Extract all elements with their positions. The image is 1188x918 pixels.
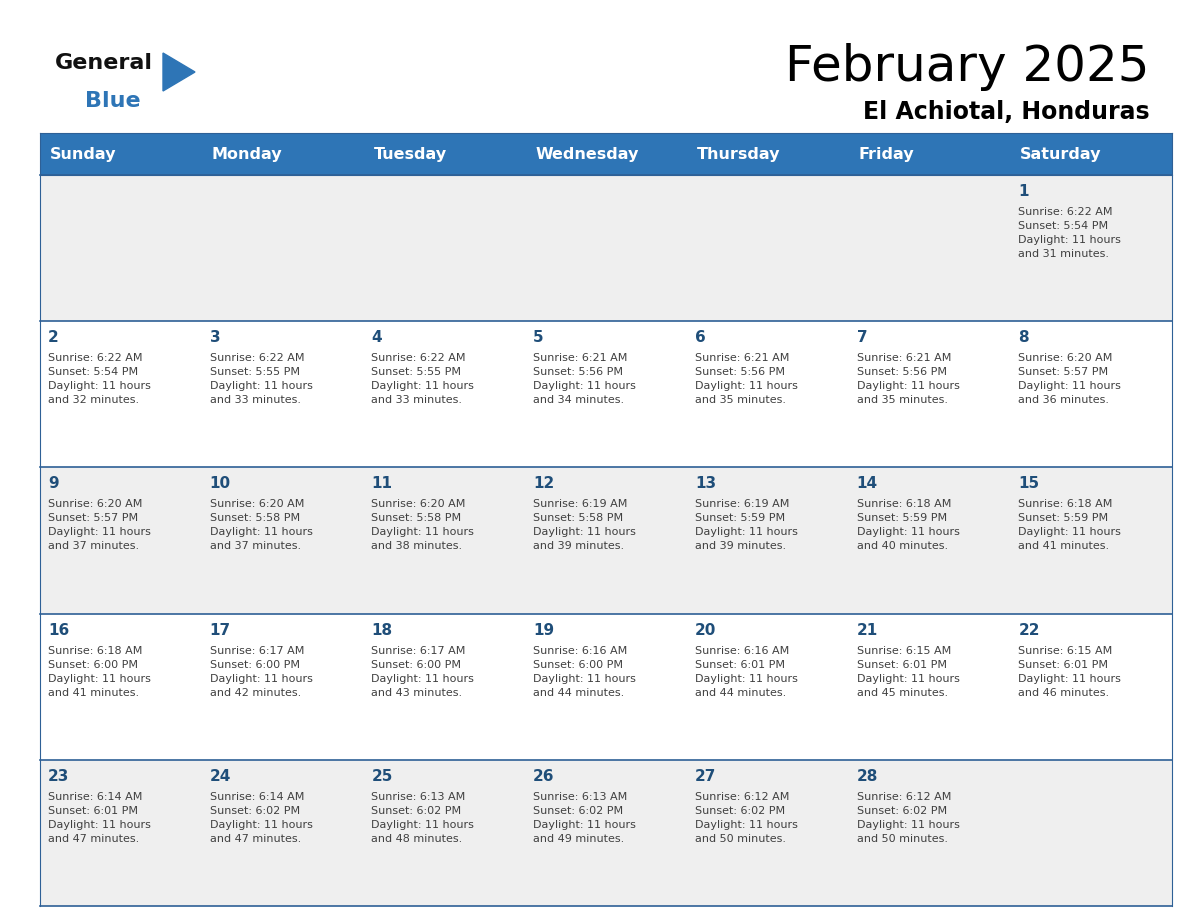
Text: February 2025: February 2025 [785,43,1150,91]
Bar [40,133,202,175]
Text: Sunrise: 6:21 AM
Sunset: 5:56 PM
Daylight: 11 hours
and 34 minutes.: Sunrise: 6:21 AM Sunset: 5:56 PM Dayligh… [533,353,636,405]
Text: 11: 11 [372,476,392,491]
Text: 21: 21 [857,622,878,638]
Text: Sunrise: 6:22 AM
Sunset: 5:54 PM
Daylight: 11 hours
and 32 minutes.: Sunrise: 6:22 AM Sunset: 5:54 PM Dayligh… [48,353,151,405]
Bar [1010,133,1173,175]
Text: 16: 16 [48,622,69,638]
Bar [40,175,1173,321]
Text: 9: 9 [48,476,58,491]
Text: Sunrise: 6:13 AM
Sunset: 6:02 PM
Daylight: 11 hours
and 49 minutes.: Sunrise: 6:13 AM Sunset: 6:02 PM Dayligh… [533,792,636,844]
Text: Sunrise: 6:12 AM
Sunset: 6:02 PM
Daylight: 11 hours
and 50 minutes.: Sunrise: 6:12 AM Sunset: 6:02 PM Dayligh… [857,792,960,844]
Text: 22: 22 [1018,622,1040,638]
Bar [40,321,1173,467]
Text: 14: 14 [857,476,878,491]
Text: 4: 4 [372,330,383,345]
Text: Sunrise: 6:16 AM
Sunset: 6:00 PM
Daylight: 11 hours
and 44 minutes.: Sunrise: 6:16 AM Sunset: 6:00 PM Dayligh… [533,645,636,698]
Text: Sunrise: 6:20 AM
Sunset: 5:57 PM
Daylight: 11 hours
and 36 minutes.: Sunrise: 6:20 AM Sunset: 5:57 PM Dayligh… [1018,353,1121,405]
Text: Sunrise: 6:22 AM
Sunset: 5:55 PM
Daylight: 11 hours
and 33 minutes.: Sunrise: 6:22 AM Sunset: 5:55 PM Dayligh… [210,353,312,405]
Text: Sunrise: 6:20 AM
Sunset: 5:58 PM
Daylight: 11 hours
and 38 minutes.: Sunrise: 6:20 AM Sunset: 5:58 PM Dayligh… [372,499,474,552]
Polygon shape [163,53,195,91]
Bar [848,133,1010,175]
Text: Sunrise: 6:14 AM
Sunset: 6:02 PM
Daylight: 11 hours
and 47 minutes.: Sunrise: 6:14 AM Sunset: 6:02 PM Dayligh… [210,792,312,844]
Text: 7: 7 [857,330,867,345]
Text: 10: 10 [210,476,230,491]
Text: Sunrise: 6:15 AM
Sunset: 6:01 PM
Daylight: 11 hours
and 46 minutes.: Sunrise: 6:15 AM Sunset: 6:01 PM Dayligh… [1018,645,1121,698]
Text: Sunrise: 6:22 AM
Sunset: 5:54 PM
Daylight: 11 hours
and 31 minutes.: Sunrise: 6:22 AM Sunset: 5:54 PM Dayligh… [1018,207,1121,259]
Text: Sunrise: 6:21 AM
Sunset: 5:56 PM
Daylight: 11 hours
and 35 minutes.: Sunrise: 6:21 AM Sunset: 5:56 PM Dayligh… [857,353,960,405]
Text: Sunrise: 6:18 AM
Sunset: 5:59 PM
Daylight: 11 hours
and 40 minutes.: Sunrise: 6:18 AM Sunset: 5:59 PM Dayligh… [857,499,960,552]
Text: 13: 13 [695,476,716,491]
Text: Sunrise: 6:13 AM
Sunset: 6:02 PM
Daylight: 11 hours
and 48 minutes.: Sunrise: 6:13 AM Sunset: 6:02 PM Dayligh… [372,792,474,844]
Text: Sunrise: 6:16 AM
Sunset: 6:01 PM
Daylight: 11 hours
and 44 minutes.: Sunrise: 6:16 AM Sunset: 6:01 PM Dayligh… [695,645,797,698]
Text: Monday: Monday [211,147,283,162]
Text: 17: 17 [210,622,230,638]
Text: Sunrise: 6:19 AM
Sunset: 5:58 PM
Daylight: 11 hours
and 39 minutes.: Sunrise: 6:19 AM Sunset: 5:58 PM Dayligh… [533,499,636,552]
Text: Sunrise: 6:20 AM
Sunset: 5:58 PM
Daylight: 11 hours
and 37 minutes.: Sunrise: 6:20 AM Sunset: 5:58 PM Dayligh… [210,499,312,552]
Bar [40,467,1173,613]
Text: 5: 5 [533,330,544,345]
Text: Sunday: Sunday [50,147,116,162]
Text: Thursday: Thursday [697,147,781,162]
Bar [202,133,364,175]
Text: Sunrise: 6:18 AM
Sunset: 6:00 PM
Daylight: 11 hours
and 41 minutes.: Sunrise: 6:18 AM Sunset: 6:00 PM Dayligh… [48,645,151,698]
Text: Blue: Blue [86,91,140,111]
Text: 25: 25 [372,768,393,784]
Text: 1: 1 [1018,184,1029,199]
Text: Tuesday: Tuesday [373,147,447,162]
Text: El Achiotal, Honduras: El Achiotal, Honduras [864,100,1150,124]
Text: 8: 8 [1018,330,1029,345]
Text: Sunrise: 6:19 AM
Sunset: 5:59 PM
Daylight: 11 hours
and 39 minutes.: Sunrise: 6:19 AM Sunset: 5:59 PM Dayligh… [695,499,797,552]
Text: 2: 2 [48,330,58,345]
Bar [687,133,848,175]
Text: Sunrise: 6:22 AM
Sunset: 5:55 PM
Daylight: 11 hours
and 33 minutes.: Sunrise: 6:22 AM Sunset: 5:55 PM Dayligh… [372,353,474,405]
Bar [40,760,1173,906]
Text: Sunrise: 6:21 AM
Sunset: 5:56 PM
Daylight: 11 hours
and 35 minutes.: Sunrise: 6:21 AM Sunset: 5:56 PM Dayligh… [695,353,797,405]
Text: Friday: Friday [859,147,915,162]
Text: 23: 23 [48,768,69,784]
Text: Sunrise: 6:17 AM
Sunset: 6:00 PM
Daylight: 11 hours
and 42 minutes.: Sunrise: 6:17 AM Sunset: 6:00 PM Dayligh… [210,645,312,698]
Text: Sunrise: 6:12 AM
Sunset: 6:02 PM
Daylight: 11 hours
and 50 minutes.: Sunrise: 6:12 AM Sunset: 6:02 PM Dayligh… [695,792,797,844]
Bar [525,133,687,175]
Text: 3: 3 [210,330,220,345]
Text: 26: 26 [533,768,555,784]
Text: Saturday: Saturday [1020,147,1101,162]
Text: 12: 12 [533,476,555,491]
Text: 20: 20 [695,622,716,638]
Text: 6: 6 [695,330,706,345]
Text: 15: 15 [1018,476,1040,491]
Text: Sunrise: 6:14 AM
Sunset: 6:01 PM
Daylight: 11 hours
and 47 minutes.: Sunrise: 6:14 AM Sunset: 6:01 PM Dayligh… [48,792,151,844]
Text: Sunrise: 6:15 AM
Sunset: 6:01 PM
Daylight: 11 hours
and 45 minutes.: Sunrise: 6:15 AM Sunset: 6:01 PM Dayligh… [857,645,960,698]
Text: 19: 19 [533,622,555,638]
Text: 18: 18 [372,622,392,638]
Text: Sunrise: 6:17 AM
Sunset: 6:00 PM
Daylight: 11 hours
and 43 minutes.: Sunrise: 6:17 AM Sunset: 6:00 PM Dayligh… [372,645,474,698]
Bar [364,133,525,175]
Text: 24: 24 [210,768,232,784]
Bar [40,613,1173,760]
Text: General: General [55,53,153,73]
Text: 28: 28 [857,768,878,784]
Text: Sunrise: 6:20 AM
Sunset: 5:57 PM
Daylight: 11 hours
and 37 minutes.: Sunrise: 6:20 AM Sunset: 5:57 PM Dayligh… [48,499,151,552]
Text: 27: 27 [695,768,716,784]
Text: Sunrise: 6:18 AM
Sunset: 5:59 PM
Daylight: 11 hours
and 41 minutes.: Sunrise: 6:18 AM Sunset: 5:59 PM Dayligh… [1018,499,1121,552]
Text: Wednesday: Wednesday [535,147,638,162]
